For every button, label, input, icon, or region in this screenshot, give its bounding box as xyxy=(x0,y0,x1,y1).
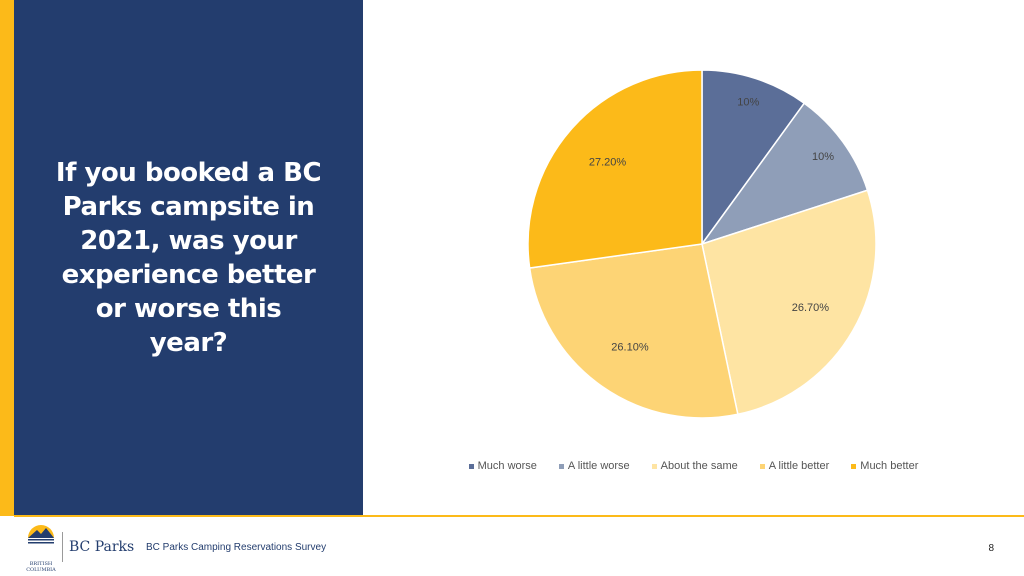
pie-slice-a-little-worse xyxy=(700,102,869,246)
pie-data-label: 10% xyxy=(812,151,834,163)
legend-label: A little better xyxy=(768,460,830,472)
footer xyxy=(0,517,1024,576)
title-panel: If you booked a BC Parks campsite in 202… xyxy=(14,0,363,516)
legend-label: Much worse xyxy=(477,460,537,472)
pie-slice-much-worse xyxy=(701,69,806,247)
footer-divider xyxy=(14,515,1024,517)
sun-mountain-icon xyxy=(28,525,54,544)
chart-legend: Much worse A little worse About the same A … xyxy=(363,460,1024,472)
pie-chart: 10% 10% 26.70% 26.10% 27.20% xyxy=(527,69,877,419)
pie-data-label: 27.20% xyxy=(589,157,627,169)
legend-label: About the same xyxy=(660,460,738,472)
pie-data-label: 26.70% xyxy=(792,302,830,314)
legend-item: A little better xyxy=(759,460,830,472)
pie-slice-about-the-same xyxy=(701,189,877,416)
logo-divider xyxy=(62,531,63,562)
legend-swatch xyxy=(558,463,564,469)
legend-item: Much better xyxy=(851,460,918,472)
pie-slice-much-better xyxy=(527,69,703,269)
bc-logo-mark: BRITISH COLUMBIA xyxy=(24,520,58,573)
pie-chart-area: 10% 10% 26.70% 26.10% 27.20% Much worse A lit… xyxy=(363,0,1024,516)
survey-name: BC Parks Camping Reservations Survey xyxy=(146,542,327,553)
pie-data-label: 10% xyxy=(737,97,759,109)
legend-item: Much worse xyxy=(468,460,537,472)
legend-swatch xyxy=(851,463,857,469)
legend-label: A little worse xyxy=(567,460,630,472)
logo-subtext-british: BRITISH xyxy=(29,561,53,567)
page-number: 8 xyxy=(988,543,994,554)
left-accent-stripe xyxy=(0,0,14,516)
pie-slice-a-little-better xyxy=(528,243,739,419)
legend-swatch xyxy=(468,463,474,469)
pie-data-label: 26.10% xyxy=(611,341,649,353)
bc-parks-logo: BRITISH COLUMBIA BC Parks xyxy=(24,520,134,573)
logo-subtext-columbia: COLUMBIA xyxy=(26,567,56,573)
legend-swatch xyxy=(651,463,657,469)
legend-swatch xyxy=(759,463,765,469)
legend-item: A little worse xyxy=(558,460,630,472)
logo-text: BC Parks xyxy=(69,538,135,555)
legend-item: About the same xyxy=(651,460,738,472)
slide-title: If you booked a BC Parks campsite in 202… xyxy=(55,158,322,358)
legend-label: Much better xyxy=(860,460,919,472)
